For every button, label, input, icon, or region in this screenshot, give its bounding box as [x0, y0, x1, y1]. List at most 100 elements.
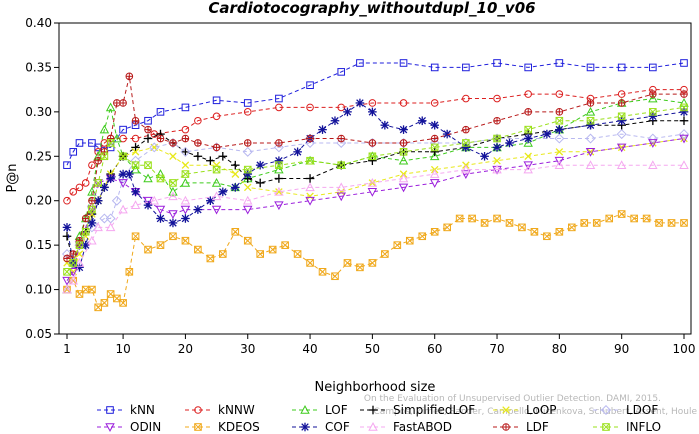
data-point-knn	[75, 139, 84, 147]
data-point-kdeos	[568, 223, 576, 232]
data-point-inflo	[156, 174, 165, 183]
data-point-fastabod	[168, 191, 178, 201]
data-point-fastabod	[62, 284, 72, 294]
data-point-kdeos	[443, 223, 451, 232]
data-point-ldf	[337, 134, 346, 143]
data-point-lof	[429, 151, 440, 161]
data-point-lof	[679, 98, 689, 107]
legend-item-lof: LOF	[292, 403, 348, 417]
data-point-kdeos	[418, 232, 427, 241]
x-tick-label: 100	[673, 342, 696, 356]
data-point-cof	[100, 183, 109, 192]
data-point-knn	[119, 125, 127, 134]
data-point-knn	[462, 63, 470, 72]
data-point-fastabod	[554, 160, 565, 169]
data-point-loop	[243, 183, 252, 192]
data-point-odin	[180, 205, 191, 215]
data-point-fastabod	[616, 160, 627, 169]
data-point-ldof	[554, 133, 565, 144]
data-point-simplifiedlof	[218, 151, 228, 161]
data-point-ldf	[169, 139, 177, 147]
legend-marker-lof	[300, 405, 310, 414]
legend-item-loop: LoOP	[493, 403, 557, 417]
data-point-fastabod	[336, 182, 346, 192]
data-point-ldf	[275, 139, 283, 147]
data-point-lof	[155, 169, 166, 178]
legend-label: SimplifiedLOF	[393, 403, 475, 417]
legend-marker-fastabod	[368, 422, 378, 431]
x-tick-label: 70	[489, 342, 504, 356]
data-point-fastabod	[74, 257, 85, 267]
data-point-kdeos	[281, 241, 289, 249]
y-tick-label: 0.05	[25, 327, 52, 341]
x-tick-label: 1	[63, 342, 71, 356]
data-point-lof	[130, 164, 141, 174]
data-point-cof	[293, 147, 302, 157]
data-point-lof	[648, 93, 658, 103]
legend-marker-knnw	[194, 406, 202, 414]
data-point-simplifiedlof	[430, 147, 440, 157]
data-point-kdeos	[106, 290, 115, 298]
series-knn	[63, 59, 688, 169]
data-point-ldf	[524, 108, 532, 116]
series-inflo	[63, 103, 688, 276]
data-point-simplifiedlof	[230, 160, 240, 170]
data-point-kdeos	[505, 219, 514, 227]
data-point-ldf	[649, 90, 657, 98]
data-point-fastabod	[461, 164, 471, 174]
data-point-kdeos	[530, 228, 539, 236]
data-point-cof	[318, 125, 327, 134]
data-point-knnw	[194, 116, 202, 125]
data-point-inflo	[212, 165, 221, 174]
x-tick-label: 80	[552, 342, 567, 356]
data-point-inflo	[88, 205, 96, 214]
data-point-inflo	[462, 139, 470, 147]
data-point-inflo	[100, 152, 109, 161]
data-point-knnw	[75, 183, 84, 192]
data-point-ldof	[149, 142, 160, 153]
data-point-knnw	[399, 99, 408, 107]
data-point-knnw	[181, 125, 190, 134]
legend-marker-ldof	[600, 404, 612, 416]
data-point-kdeos	[642, 214, 651, 223]
data-point-knnw	[368, 99, 377, 107]
data-point-inflo	[337, 161, 346, 169]
series-fastabod	[62, 160, 689, 294]
data-point-cof	[480, 151, 489, 161]
chart-title: Cardiotocography_withoutdupl_10_v06	[208, 0, 535, 17]
data-point-knn	[399, 59, 408, 67]
data-point-ldf	[586, 99, 595, 107]
data-point-loop	[181, 161, 190, 169]
data-point-loop	[275, 188, 283, 196]
data-point-simplifiedlof	[131, 143, 140, 152]
data-point-kdeos	[356, 263, 364, 272]
data-point-fastabod	[68, 275, 78, 285]
data-point-simplifiedlof	[305, 174, 315, 183]
data-point-inflo	[243, 165, 252, 174]
data-point-kdeos	[144, 245, 152, 254]
legend-item-cof: COF	[292, 420, 350, 434]
data-point-cof	[555, 125, 564, 134]
data-point-loop	[169, 152, 177, 161]
data-point-simplifiedlof	[143, 134, 153, 143]
data-point-fastabod	[367, 177, 378, 187]
data-point-ldof	[111, 195, 122, 206]
data-point-knnw	[275, 103, 283, 112]
data-point-odin	[398, 183, 409, 193]
y-tick-label: 0.30	[25, 105, 52, 119]
data-point-kdeos	[268, 245, 277, 254]
data-point-inflo	[555, 116, 564, 125]
legend-label: ODIN	[130, 420, 161, 434]
data-point-ldf	[69, 250, 78, 258]
data-point-kdeos	[480, 219, 489, 227]
data-point-cof	[106, 174, 115, 183]
data-point-loop	[524, 152, 532, 161]
data-point-cof	[330, 116, 340, 126]
data-point-fastabod	[105, 222, 116, 232]
data-point-knn	[63, 161, 71, 169]
data-point-kdeos	[580, 219, 589, 227]
legend-marker-kdeos	[194, 423, 202, 431]
watermark-line-2: On the Evaluation of Unsupervised Outlie…	[364, 394, 661, 404]
data-point-odin	[155, 205, 166, 215]
data-point-cof	[62, 223, 72, 232]
